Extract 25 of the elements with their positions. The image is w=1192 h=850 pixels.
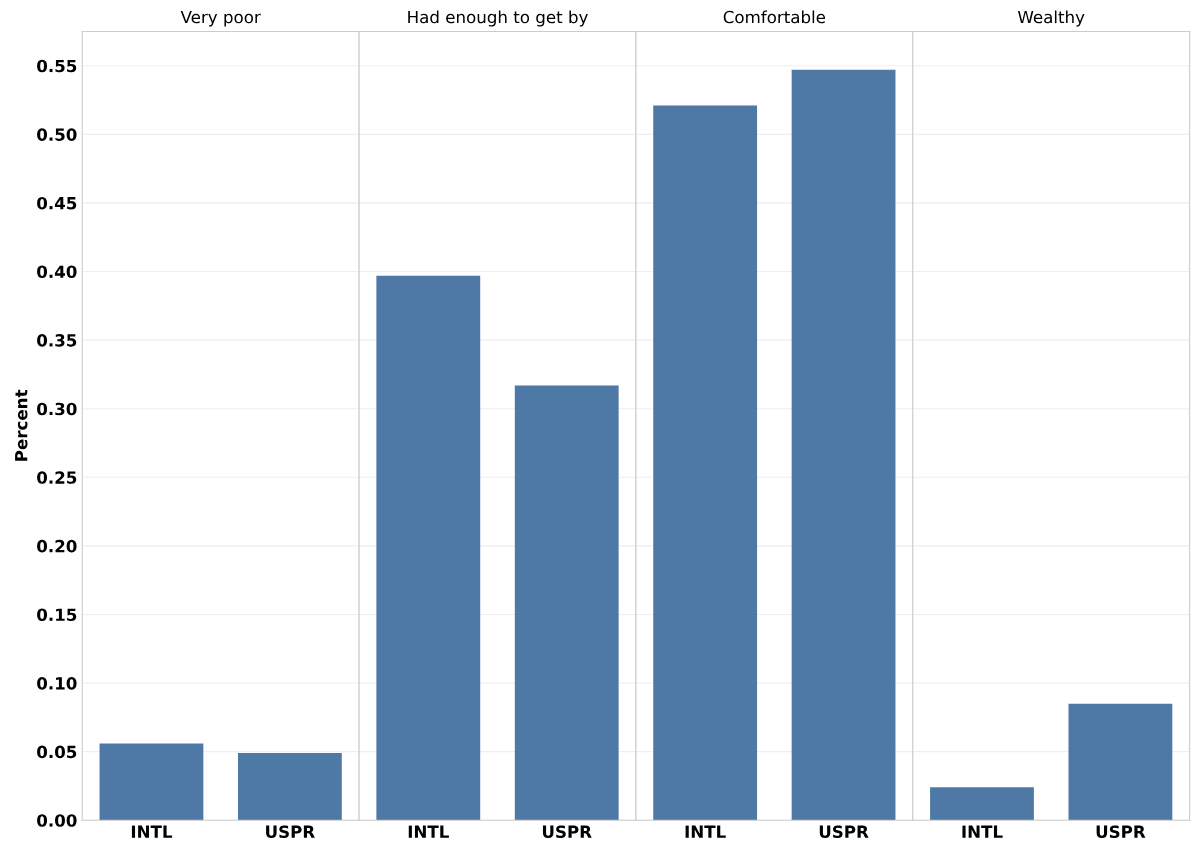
- y-tick-label: 0.50: [37, 128, 77, 141]
- y-tick-label: 0.05: [37, 745, 77, 759]
- x-tick-label: USPR: [266, 825, 315, 839]
- y-tick-label: 0.00: [37, 814, 77, 827]
- x-tick-label: INTL: [131, 825, 173, 838]
- y-axis-title: Percent: [15, 389, 28, 461]
- y-tick-label: 0.55: [37, 59, 77, 73]
- y-tick-label: 0.35: [37, 334, 77, 347]
- x-tick-label: USPR: [542, 825, 592, 839]
- chart-title: Wealthy: [1017, 10, 1085, 27]
- x-tick-label: USPR: [1096, 825, 1146, 839]
- chart-title: Comfortable: [723, 10, 826, 24]
- y-tick-label: 0.45: [37, 196, 77, 210]
- x-tick-label: INTL: [962, 825, 1003, 838]
- y-tick-label: 0.20: [37, 539, 77, 553]
- x-tick-label: USPR: [819, 825, 869, 839]
- y-tick-label: 0.15: [37, 608, 77, 622]
- y-tick-label: 0.40: [37, 265, 77, 279]
- chart-title: Had enough to get by: [408, 10, 588, 27]
- y-tick-label: 0.25: [37, 471, 77, 484]
- y-tick-label: 0.30: [37, 402, 77, 416]
- chart-title: Very poor: [180, 10, 261, 27]
- x-tick-label: INTL: [685, 825, 726, 838]
- x-tick-label: INTL: [408, 825, 449, 838]
- y-tick-label: 0.10: [37, 677, 77, 690]
